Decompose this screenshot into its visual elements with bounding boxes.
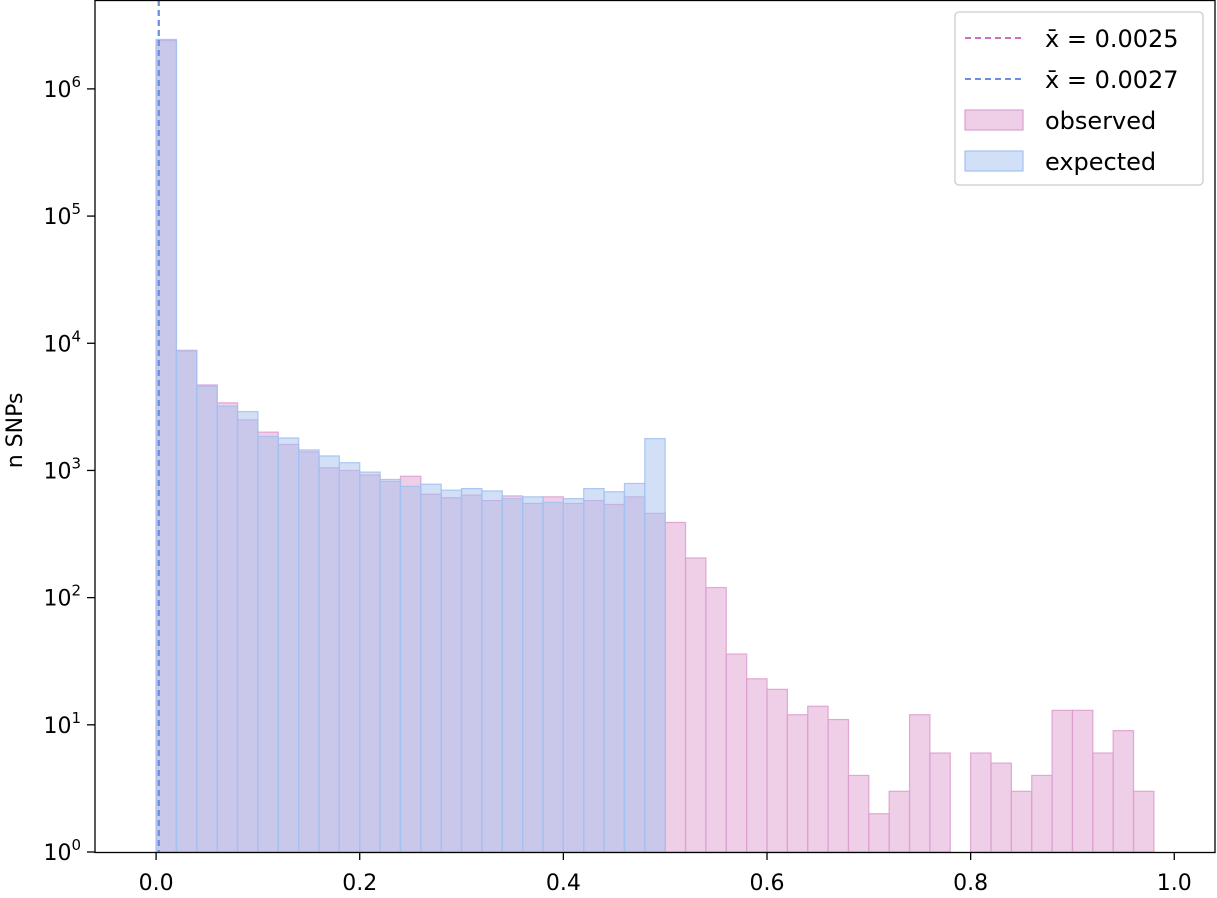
- observed-bar: [888, 790, 911, 853]
- expected-bar: [420, 483, 442, 853]
- legend-label: x̄ = 0.0027: [1045, 66, 1179, 94]
- expected-bar: [399, 485, 422, 853]
- expected-bar: [359, 471, 381, 853]
- observed-bar: [725, 653, 748, 853]
- y-tick-label: 101: [43, 709, 81, 739]
- legend-box: [954, 11, 1204, 186]
- ticks-layer: 0.0 0.2 0.4 0.6 0.8 1.0 100 101 102 103 104 105 106: [43, 73, 1191, 896]
- expected-bar: [236, 411, 259, 853]
- y-tick-label: 105: [43, 200, 81, 230]
- observed-bar: [1112, 730, 1135, 853]
- expected-bar: [623, 482, 646, 853]
- observed-bar: [1010, 790, 1033, 853]
- y-tick-label: 100: [43, 836, 81, 866]
- expected-bar: [379, 478, 402, 853]
- observed-bar: [1071, 709, 1094, 853]
- expected-bar: [562, 498, 585, 853]
- x-tick-label: 0.4: [546, 871, 581, 896]
- observed-bar: [1092, 752, 1114, 853]
- expected-bar: [481, 490, 503, 853]
- expected-bar: [257, 435, 279, 853]
- y-tick-label: 106: [43, 73, 81, 103]
- x-tick-label: 0.8: [953, 871, 988, 896]
- axes-frame: [94, 0, 1216, 854]
- expected-bar: [603, 491, 626, 853]
- x-tick-label: 0.0: [139, 871, 174, 896]
- observed-bar: [705, 586, 727, 853]
- observed-bar: [786, 714, 809, 853]
- expected-bar: [175, 350, 198, 853]
- y-tick-label: 104: [43, 327, 81, 357]
- expected-bar: [440, 489, 463, 853]
- observed-bar: [807, 705, 829, 853]
- observed-bar: [1132, 790, 1155, 853]
- expected-bar: [298, 449, 320, 853]
- observed-bar: [684, 557, 707, 853]
- legend-patch-swatch: [964, 109, 1024, 131]
- legend-patch-swatch: [964, 150, 1024, 172]
- expected-bar: [542, 501, 564, 853]
- expected-bar: [338, 462, 361, 853]
- observed-bar: [929, 752, 951, 853]
- observed-bar: [664, 521, 687, 853]
- legend-label: expected: [1045, 148, 1156, 176]
- legend: x̄ = 0.0025 x̄ = 0.0027 observed expected: [954, 11, 1204, 186]
- y-axis-label: n SNPs: [3, 393, 28, 469]
- expected-bar: [522, 496, 544, 853]
- expected-bar: [318, 455, 340, 853]
- expected-bar: [583, 487, 605, 853]
- expected-bar: [644, 437, 666, 853]
- observed-bar: [1051, 709, 1074, 853]
- legend-label: observed: [1045, 107, 1156, 135]
- expected-bar: [216, 405, 239, 853]
- observed-bar: [868, 813, 890, 853]
- expected-bar: [501, 498, 524, 853]
- x-tick-label: 1.0: [1157, 871, 1192, 896]
- expected-bar: [277, 437, 300, 853]
- observed-bar: [746, 678, 768, 853]
- observed-bar: [970, 752, 992, 853]
- observed-bar: [847, 774, 870, 853]
- observed-bar: [766, 688, 788, 853]
- observed-bar: [990, 762, 1012, 853]
- observed-bar: [827, 718, 850, 853]
- y-tick-label: 102: [43, 582, 81, 612]
- expected-bar: [460, 487, 483, 853]
- observed-bar: [1031, 774, 1053, 853]
- x-tick-label: 0.2: [342, 871, 377, 896]
- observed-bar: [908, 714, 931, 853]
- y-tick-label: 103: [43, 454, 81, 484]
- expected-bar: [196, 385, 218, 853]
- legend-label: x̄ = 0.0025: [1045, 25, 1179, 53]
- x-tick-label: 0.6: [750, 871, 785, 896]
